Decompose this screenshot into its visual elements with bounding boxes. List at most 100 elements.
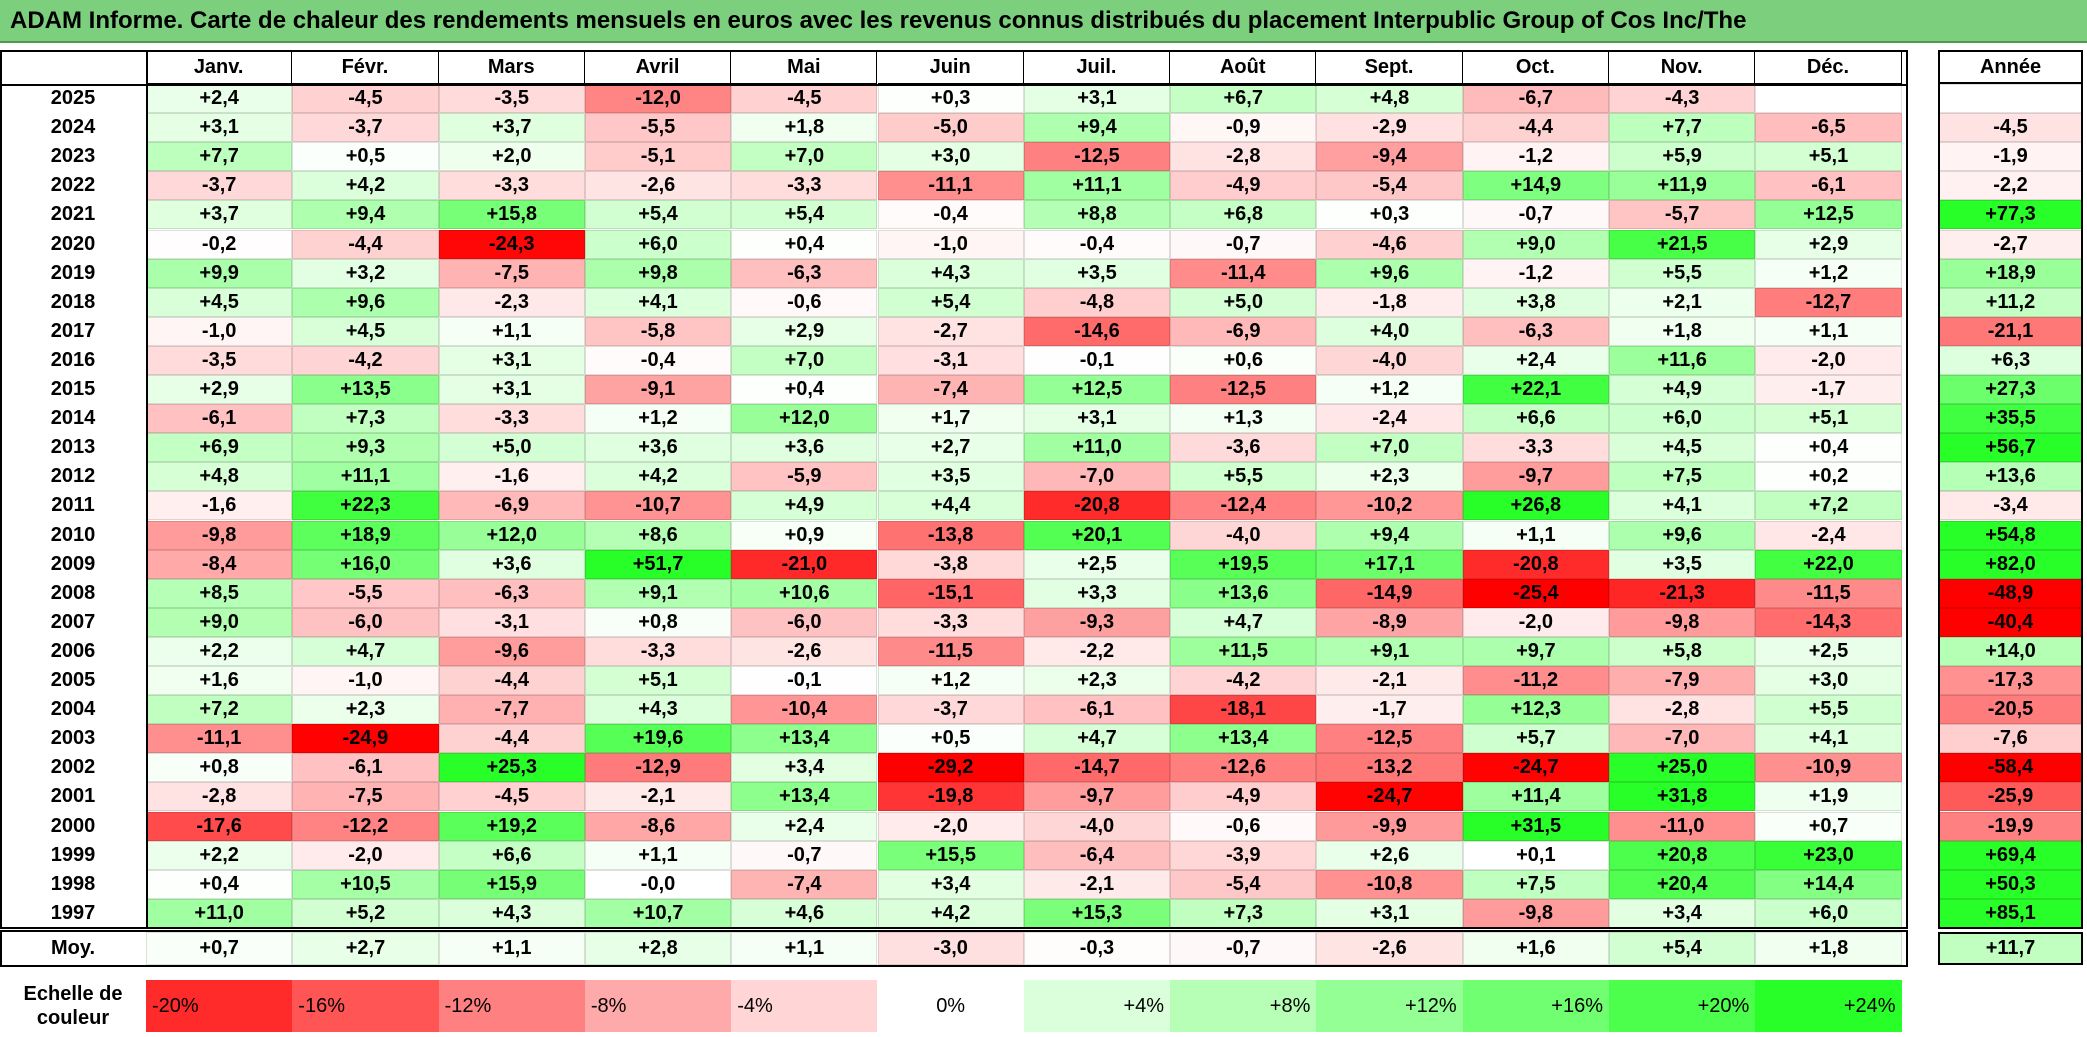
- annual-cell: +13,6: [1938, 462, 2083, 492]
- heatmap-cell: -7,4: [877, 375, 1024, 405]
- heatmap-cell: +25,3: [438, 753, 585, 783]
- heatmap-cell: +20,8: [1609, 840, 1756, 870]
- heatmap-cell: -4,6: [1316, 229, 1463, 259]
- row-year-label: 2005: [50, 669, 96, 692]
- heatmap-cell: +16,0: [292, 549, 439, 579]
- heatmap-cell: -6,7: [1462, 84, 1609, 114]
- heatmap-cell: +2,9: [146, 375, 293, 405]
- scale-swatch: -16%: [292, 980, 439, 1032]
- heatmap-cell: -4,4: [292, 229, 439, 259]
- heatmap-cell: +2,5: [1023, 549, 1171, 579]
- heatmap-cell: -1,0: [292, 666, 439, 696]
- annual-cell: +11,2: [1938, 287, 2083, 317]
- heatmap-cell: +31,5: [1462, 811, 1609, 841]
- heatmap-cell: +26,8: [1462, 491, 1609, 521]
- scale-swatch: +4%: [1023, 980, 1171, 1032]
- heatmap-cell: -21,3: [1609, 578, 1756, 608]
- heatmap-cell: +12,5: [1755, 200, 1902, 230]
- heatmap-cell: +10,6: [731, 578, 878, 608]
- heatmap-cell: -3,5: [438, 84, 585, 114]
- heatmap-cell: -8,4: [146, 549, 293, 579]
- heatmap-cell: +9,4: [292, 200, 439, 230]
- heatmap-cell: +2,4: [1462, 345, 1609, 375]
- heatmap-cell: -24,9: [292, 724, 439, 754]
- heatmap-cell: -6,3: [1462, 316, 1609, 346]
- heatmap-cell: -1,0: [877, 229, 1024, 259]
- heatmap-cell: -9,1: [584, 375, 732, 405]
- heatmap-cell: -5,9: [731, 462, 878, 492]
- annual-cell: -21,1: [1938, 316, 2083, 346]
- heatmap-cell: -3,9: [1170, 840, 1317, 870]
- heatmap-cell: -12,2: [292, 811, 439, 841]
- heatmap-cell: +5,1: [1755, 404, 1902, 434]
- annual-cell: [1938, 84, 2083, 114]
- heatmap-cell: -4,4: [438, 666, 585, 696]
- heatmap-cell: +3,0: [1755, 666, 1902, 696]
- heatmap-cell: +4,8: [1316, 84, 1463, 114]
- heatmap-cell: -5,0: [877, 113, 1024, 143]
- row-year-label: 2003: [50, 727, 96, 750]
- heatmap-cell: -24,7: [1462, 753, 1609, 783]
- heatmap-cell: +3,2: [292, 258, 439, 288]
- heatmap-cell: +7,7: [146, 142, 293, 172]
- heatmap-cell: +3,3: [1023, 578, 1171, 608]
- heatmap-cell: +6,0: [1609, 404, 1756, 434]
- heatmap-cell: +14,4: [1755, 869, 1902, 899]
- heatmap-cell: +2,7: [877, 433, 1024, 463]
- heatmap-cell: +2,9: [731, 316, 878, 346]
- row-year-label: 2000: [50, 814, 96, 837]
- scale-swatch: +12%: [1316, 980, 1463, 1032]
- heatmap-cell: -4,4: [1462, 113, 1609, 143]
- heatmap-cell: -6,1: [1023, 695, 1171, 725]
- heatmap-cell: +0,4: [731, 229, 878, 259]
- heatmap-cell: -9,4: [1316, 142, 1463, 172]
- heatmap-cell: +4,1: [1609, 491, 1756, 521]
- heatmap-cell: -2,6: [584, 171, 732, 201]
- heatmap-cell: -4,5: [438, 782, 585, 812]
- heatmap-cell: +1,2: [584, 404, 732, 434]
- heatmap-cell: +3,1: [1023, 404, 1171, 434]
- month-header: Juil.: [1023, 50, 1171, 84]
- heatmap-cell: +19,6: [584, 724, 732, 754]
- heatmap-cell: -3,1: [438, 607, 585, 637]
- heatmap-cell: -12,9: [584, 753, 732, 783]
- heatmap-cell: -12,4: [1170, 491, 1317, 521]
- heatmap-cell: -14,7: [1023, 753, 1171, 783]
- heatmap-cell: +15,3: [1023, 898, 1171, 928]
- heatmap-cell: -2,8: [1170, 142, 1317, 172]
- heatmap-cell: +1,2: [1755, 258, 1902, 288]
- heatmap-cell: +3,0: [877, 142, 1024, 172]
- year-header: Année: [1938, 50, 2083, 84]
- month-header: Juin: [877, 50, 1024, 84]
- annual-cell: +54,8: [1938, 520, 2083, 550]
- heatmap-cell: +4,9: [731, 491, 878, 521]
- heatmap-cell: -14,3: [1755, 607, 1902, 637]
- heatmap-cell: +3,7: [146, 200, 293, 230]
- heatmap-cell: +4,7: [292, 636, 439, 666]
- scale-swatch: -12%: [438, 980, 585, 1032]
- heatmap-cell: +6,0: [1755, 898, 1902, 928]
- month-header: Mai: [731, 50, 878, 84]
- heatmap-cell: -0,2: [146, 229, 293, 259]
- heatmap-cell: +9,1: [1316, 636, 1463, 666]
- header-separator: [0, 84, 1908, 86]
- heatmap-cell: -24,7: [1316, 782, 1463, 812]
- month-header: Janv.: [146, 50, 293, 84]
- heatmap-cell: +9,9: [146, 258, 293, 288]
- heatmap-cell: +12,5: [1023, 375, 1171, 405]
- heatmap-cell: -18,1: [1170, 695, 1317, 725]
- heatmap-cell: +13,4: [731, 724, 878, 754]
- heatmap-cell: -11,1: [877, 171, 1024, 201]
- heatmap-cell: -11,4: [1170, 258, 1317, 288]
- heatmap-cell: +0,9: [731, 520, 878, 550]
- heatmap-cell: +9,8: [584, 258, 732, 288]
- heatmap-cell: -4,5: [292, 84, 439, 114]
- heatmap-cell: +1,1: [1755, 316, 1902, 346]
- heatmap-cell: -0,9: [1170, 113, 1317, 143]
- heatmap-cell: -4,8: [1023, 287, 1171, 317]
- heatmap-cell: +5,0: [1170, 287, 1317, 317]
- heatmap-cell: +9,6: [1316, 258, 1463, 288]
- scale-swatch: 0%: [877, 980, 1024, 1032]
- heatmap-cell: -11,5: [877, 636, 1024, 666]
- heatmap-cell: +9,4: [1023, 113, 1171, 143]
